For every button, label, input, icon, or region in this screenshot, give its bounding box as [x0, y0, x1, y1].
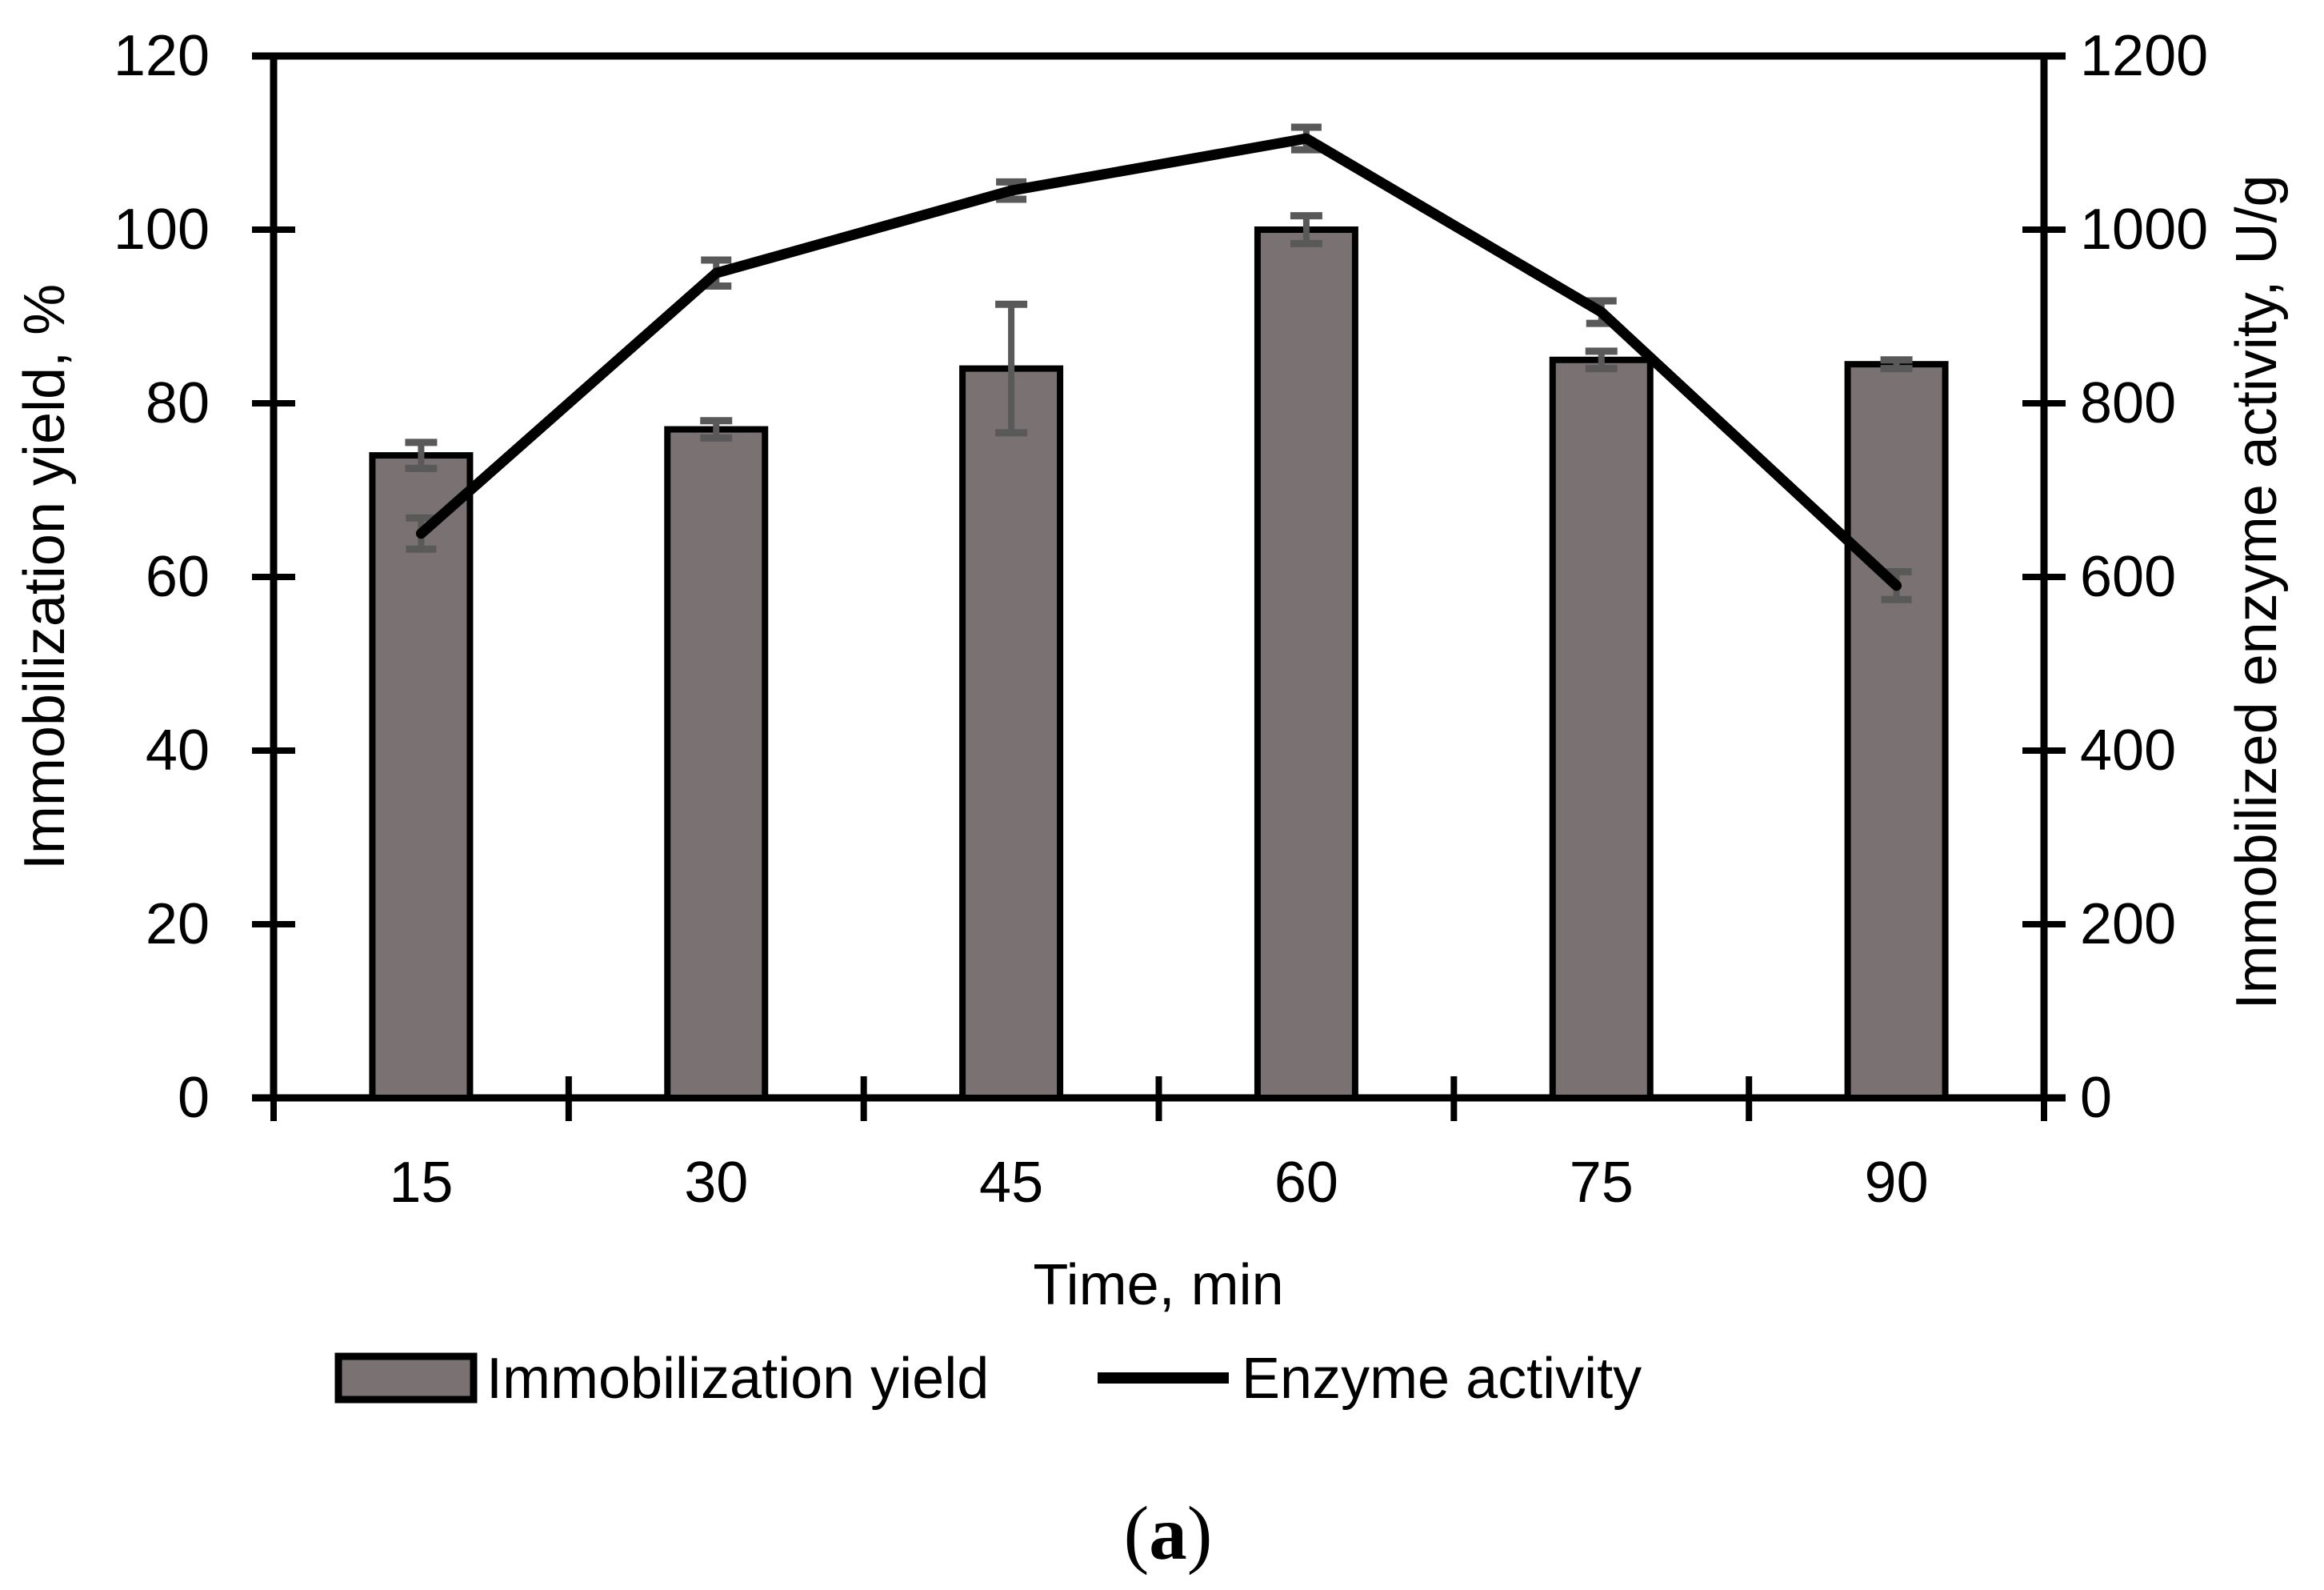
left-axis-tick-label: 60	[146, 545, 210, 609]
bar	[664, 426, 769, 1101]
x-axis-tick-label: 45	[979, 1151, 1043, 1215]
right-axis-tick-label: 1000	[2080, 198, 2208, 262]
line-series	[406, 123, 1912, 603]
plot-frame	[252, 52, 2066, 1102]
left-axis-tick-label: 0	[178, 1066, 210, 1130]
bar	[1254, 226, 1358, 1101]
bar-series-swatch	[334, 1352, 478, 1404]
x-axis-title: Time, min	[1033, 1253, 1283, 1317]
right-axis-title: Immobilized enzyme activity, U/g	[2225, 175, 2289, 1010]
left-axis-tick-label: 120	[114, 24, 210, 88]
axis-ticks	[252, 53, 2066, 1121]
bar-series	[369, 212, 1949, 1102]
caption-close-paren: )	[1187, 1491, 1213, 1576]
left-axis-tick-label: 40	[146, 719, 210, 783]
bar	[959, 365, 1064, 1102]
right-axis-tick-label: 0	[2080, 1066, 2112, 1130]
left-axis-tick-label: 100	[114, 198, 210, 262]
x-axis-tick-label: 75	[1570, 1151, 1634, 1215]
x-axis-tick-label: 60	[1274, 1151, 1338, 1215]
chart-legend: Immobilization yield Enzyme activity	[334, 1347, 1642, 1411]
right-axis-tick-label: 800	[2080, 371, 2176, 435]
subfigure-caption: (a)	[1124, 1491, 1213, 1576]
left-axis-title: Immobilization yield, %	[13, 284, 77, 870]
right-axis-tick-label: 600	[2080, 545, 2176, 609]
bar	[1549, 356, 1654, 1101]
x-axis-tick-label: 90	[1865, 1151, 1929, 1215]
right-axis-tick-label: 200	[2080, 892, 2176, 956]
bar	[1844, 361, 1949, 1101]
enzyme-activity-line	[415, 133, 1902, 591]
left-axis-tick-label: 80	[146, 371, 210, 435]
x-axis-tick-label: 15	[389, 1151, 453, 1215]
caption-open-paren: (	[1124, 1491, 1150, 1576]
left-axis-tick-label: 20	[146, 892, 210, 956]
x-axis-tick-label: 30	[684, 1151, 748, 1215]
right-axis-tick-label: 400	[2080, 719, 2176, 783]
legend-label-line: Enzyme activity	[1242, 1347, 1642, 1411]
legend-label-bars: Immobilization yield	[486, 1347, 989, 1411]
caption-letter: a	[1149, 1491, 1187, 1576]
right-axis-tick-label: 1200	[2080, 24, 2208, 88]
